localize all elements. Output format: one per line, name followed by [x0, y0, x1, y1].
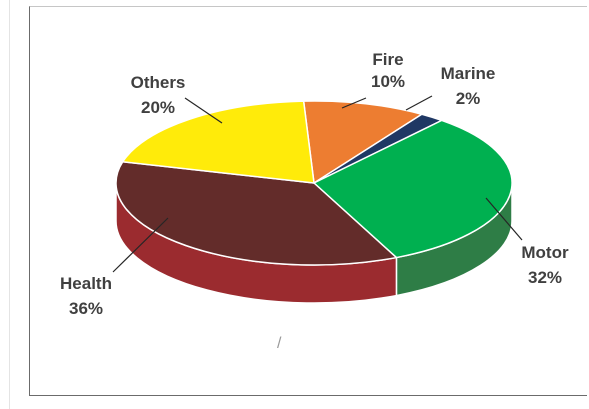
label-category-health: Health: [60, 274, 112, 293]
label-category-fire: Fire: [372, 50, 403, 69]
leader-line-marine: [406, 96, 432, 110]
label-value-marine: 2%: [456, 89, 481, 108]
label-value-motor: 32%: [528, 268, 562, 287]
pie-slices: [116, 101, 512, 265]
stray-mark: /: [277, 335, 282, 352]
label-category-motor: Motor: [521, 243, 569, 262]
label-value-others: 20%: [141, 98, 175, 117]
label-category-marine: Marine: [441, 64, 496, 83]
label-category-others: Others: [131, 73, 186, 92]
label-value-fire: 10%: [371, 72, 405, 91]
label-value-health: 36%: [69, 299, 103, 318]
